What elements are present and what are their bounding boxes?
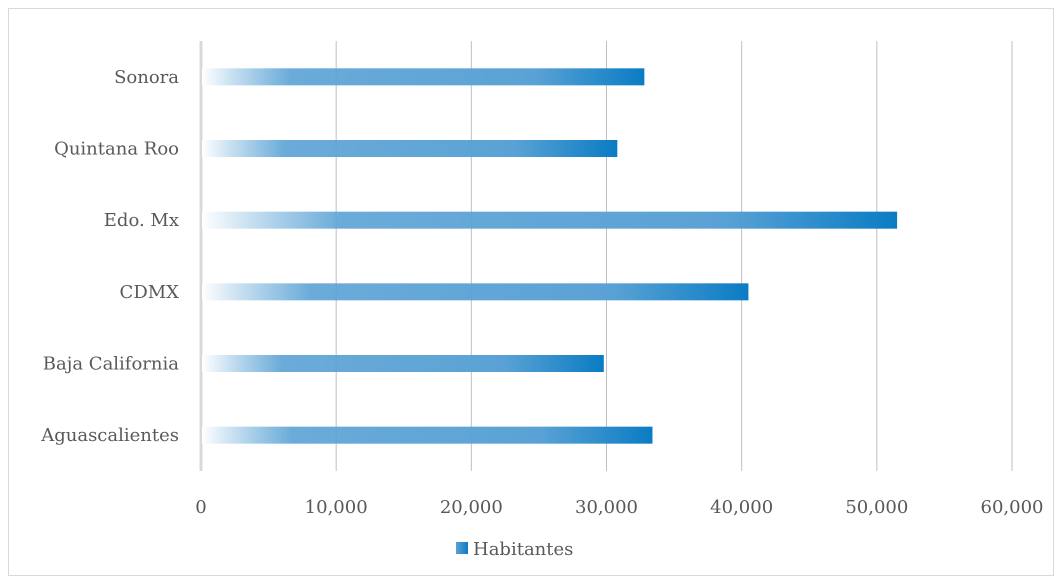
x-tick-label: 20,000 [440, 497, 503, 518]
bar-chart: Aguascalientes Baja California CDMX Edo. Mx… [40, 41, 1043, 560]
bar [202, 426, 653, 444]
x-tick-label: 40,000 [710, 497, 773, 518]
bar [202, 211, 898, 229]
bar [202, 68, 645, 86]
legend: Habitantes [456, 539, 573, 560]
bar [202, 283, 749, 301]
x-tick-label: 50,000 [845, 497, 908, 518]
bar [202, 355, 604, 372]
x-tick-label: 0 [195, 497, 206, 518]
category-label: Aguascalientes [40, 425, 179, 446]
legend-swatch [456, 542, 468, 554]
x-tick-label: 60,000 [981, 497, 1044, 518]
category-labels: Aguascalientes Baja California CDMX Edo. Mx… [40, 67, 179, 446]
category-label: CDMX [120, 282, 180, 303]
chart-frame: Aguascalientes Baja California CDMX Edo. Mx… [8, 8, 1054, 576]
gridlines [199, 41, 1013, 471]
category-label: Sonora [114, 67, 179, 88]
category-label: Quintana Roo [54, 139, 179, 160]
x-tick-labels: 0 10,000 20,000 30,000 40,000 50,000 60,000 [195, 497, 1043, 518]
x-tick-label: 10,000 [305, 497, 368, 518]
category-label: Edo. Mx [104, 210, 179, 231]
x-tick-label: 30,000 [575, 497, 638, 518]
bar [202, 140, 618, 157]
legend-label: Habitantes [473, 539, 573, 560]
category-label: Baja California [43, 354, 179, 375]
bars [202, 68, 898, 444]
